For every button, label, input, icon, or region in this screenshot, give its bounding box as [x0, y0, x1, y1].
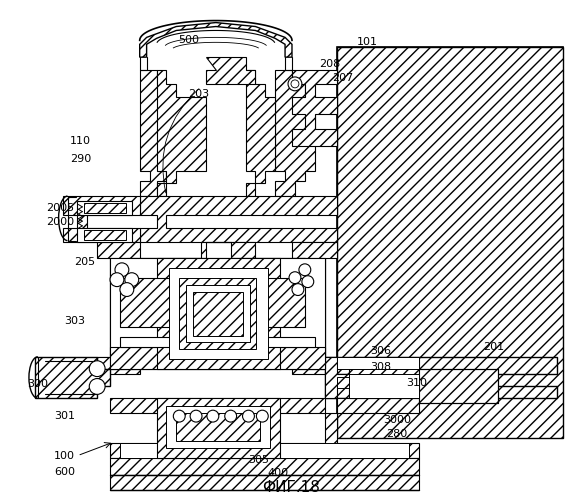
Text: 203: 203: [188, 89, 210, 99]
Polygon shape: [338, 48, 563, 438]
Text: 301: 301: [54, 411, 75, 421]
Circle shape: [302, 276, 314, 287]
Circle shape: [120, 282, 134, 296]
Bar: [180, 278, 256, 349]
Circle shape: [242, 410, 254, 422]
Circle shape: [190, 410, 202, 422]
Polygon shape: [292, 242, 338, 374]
Circle shape: [288, 77, 302, 91]
Bar: [193, 292, 242, 336]
Text: 207: 207: [332, 73, 353, 83]
Polygon shape: [110, 398, 418, 458]
Bar: [77, 228, 132, 242]
Circle shape: [115, 263, 129, 276]
Bar: [110, 347, 325, 368]
Circle shape: [299, 264, 311, 276]
Text: 205: 205: [74, 257, 95, 267]
Text: 3000: 3000: [383, 415, 411, 425]
Circle shape: [292, 284, 304, 296]
Text: 400: 400: [268, 468, 289, 478]
Bar: [120, 337, 315, 347]
Text: 306: 306: [371, 346, 392, 356]
Polygon shape: [97, 242, 139, 374]
Circle shape: [125, 272, 139, 286]
Circle shape: [89, 378, 105, 394]
Bar: [338, 376, 418, 388]
Bar: [186, 284, 250, 342]
Text: 280: 280: [386, 429, 407, 439]
Circle shape: [291, 80, 299, 88]
Polygon shape: [156, 70, 206, 196]
Text: 305: 305: [248, 454, 269, 464]
Text: 600: 600: [54, 466, 75, 476]
Circle shape: [110, 272, 124, 286]
Polygon shape: [35, 357, 110, 399]
Bar: [110, 258, 325, 368]
Circle shape: [89, 361, 105, 376]
Bar: [176, 413, 260, 441]
Text: 208: 208: [319, 59, 340, 69]
Bar: [84, 202, 126, 213]
Bar: [120, 278, 209, 327]
Polygon shape: [139, 70, 176, 196]
Text: 300: 300: [27, 380, 48, 390]
Text: ФИГ.18: ФИГ.18: [262, 480, 320, 495]
Bar: [156, 258, 280, 368]
Text: 101: 101: [357, 38, 378, 48]
Text: 303: 303: [64, 316, 85, 326]
Text: 201: 201: [483, 342, 504, 352]
Text: 290: 290: [70, 154, 91, 164]
Polygon shape: [139, 196, 338, 242]
Polygon shape: [325, 357, 557, 399]
Bar: [110, 458, 418, 475]
Bar: [169, 268, 268, 359]
Polygon shape: [206, 57, 256, 84]
Text: 308: 308: [371, 362, 392, 372]
Polygon shape: [275, 70, 315, 196]
Bar: [166, 406, 270, 448]
Polygon shape: [338, 48, 563, 438]
Polygon shape: [63, 196, 139, 242]
Text: 500: 500: [178, 36, 200, 46]
Bar: [120, 443, 408, 458]
Bar: [77, 200, 132, 216]
Circle shape: [289, 272, 301, 283]
Text: 2005: 2005: [46, 204, 74, 214]
Polygon shape: [246, 70, 275, 196]
Circle shape: [207, 410, 219, 422]
Bar: [338, 357, 418, 368]
Polygon shape: [292, 70, 338, 146]
Text: 310: 310: [406, 378, 427, 388]
Text: 110: 110: [70, 136, 91, 146]
Circle shape: [225, 410, 236, 422]
Bar: [156, 398, 280, 458]
Text: 100: 100: [54, 450, 75, 460]
Text: 2000: 2000: [46, 218, 74, 228]
Bar: [84, 230, 126, 240]
Bar: [110, 476, 418, 490]
Bar: [349, 374, 418, 398]
Polygon shape: [97, 242, 325, 368]
Circle shape: [256, 410, 268, 422]
Bar: [418, 368, 498, 404]
Bar: [226, 278, 305, 327]
Polygon shape: [139, 22, 292, 57]
Polygon shape: [325, 357, 418, 399]
Circle shape: [173, 410, 185, 422]
